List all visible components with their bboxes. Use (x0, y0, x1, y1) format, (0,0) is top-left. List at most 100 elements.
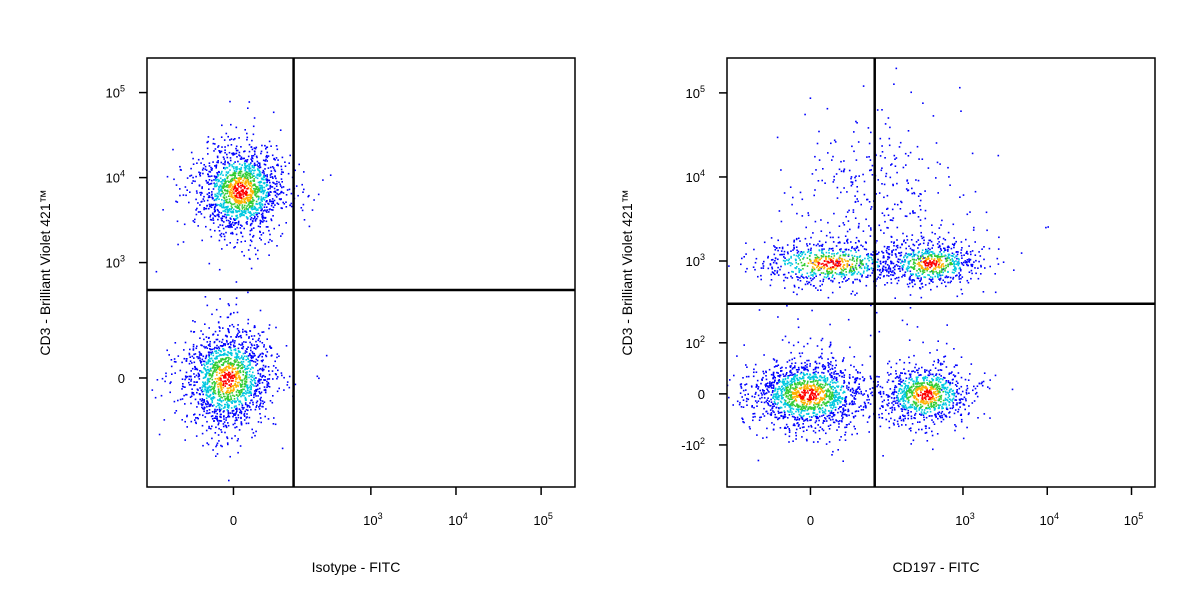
event-dot (890, 388, 892, 390)
event-dot (906, 324, 908, 326)
event-dot (812, 278, 814, 280)
event-dot (887, 405, 889, 407)
event-dot (231, 144, 233, 146)
event-dot (273, 207, 275, 209)
event-dot (219, 330, 221, 332)
event-dot (228, 425, 230, 427)
event-dot (252, 199, 254, 201)
event-dot (212, 197, 214, 199)
event-dot (785, 434, 787, 436)
event-dot (238, 390, 240, 392)
event-dot (728, 265, 730, 267)
event-dot (771, 374, 773, 376)
event-dot (767, 397, 769, 399)
event-dot (776, 263, 778, 265)
event-dot (753, 407, 755, 409)
event-dot (741, 396, 743, 398)
event-dot (236, 281, 238, 283)
event-dot (961, 289, 963, 291)
event-dot (244, 160, 246, 162)
event-dot (714, 260, 716, 262)
event-dot (957, 254, 959, 256)
event-dot (916, 241, 918, 243)
event-dot (196, 392, 198, 394)
event-dot (914, 371, 916, 373)
event-dot (233, 413, 235, 415)
tick-base: 10 (106, 256, 120, 271)
event-dot (243, 202, 245, 204)
event-dot (982, 385, 984, 387)
event-dot (196, 162, 198, 164)
event-dot (840, 161, 842, 163)
event-dot (821, 353, 823, 355)
event-dot (241, 361, 243, 363)
event-dot (851, 146, 853, 148)
event-dot (185, 186, 187, 188)
event-dot (791, 359, 793, 361)
event-dot (215, 417, 217, 419)
event-dot (241, 206, 243, 208)
event-dot (217, 352, 219, 354)
event-dot (790, 366, 792, 368)
event-dot (211, 236, 213, 238)
event-dot (809, 363, 811, 365)
event-dot (263, 173, 265, 175)
event-dot (830, 419, 832, 421)
event-dot (264, 168, 266, 170)
event-dot (235, 417, 237, 419)
event-dot (219, 230, 221, 232)
event-dot (243, 371, 245, 373)
event-dot (779, 376, 781, 378)
event-dot (866, 285, 868, 287)
event-dot (986, 212, 988, 214)
event-dot (817, 143, 819, 145)
event-dot (268, 242, 270, 244)
event-dot (973, 261, 975, 263)
event-dot (221, 212, 223, 214)
event-dot (240, 372, 242, 374)
event-dot (264, 206, 266, 208)
event-dot (224, 164, 226, 166)
event-dot (217, 378, 219, 380)
event-dot (198, 403, 200, 405)
event-dot (887, 195, 889, 197)
event-dot (248, 156, 250, 158)
event-dot (272, 166, 274, 168)
event-dot (870, 403, 872, 405)
event-dot (809, 365, 811, 367)
event-dot (966, 262, 968, 264)
event-dot (850, 181, 852, 183)
event-dot (890, 177, 892, 179)
event-dot (236, 359, 238, 361)
event-dot (890, 274, 892, 276)
event-dot (208, 378, 210, 380)
event-dot (258, 203, 260, 205)
event-dot (754, 396, 756, 398)
event-dot (857, 378, 859, 380)
event-dot (213, 143, 215, 145)
event-dot (224, 149, 226, 151)
event-dot (968, 405, 970, 407)
event-dot (223, 426, 225, 428)
event-dot (865, 390, 867, 392)
event-dot (961, 419, 963, 421)
event-dot (807, 283, 809, 285)
event-dot (776, 417, 778, 419)
event-dot (832, 419, 834, 421)
event-dot (918, 368, 920, 370)
event-dot (246, 207, 248, 209)
event-dot (178, 355, 180, 357)
event-dot (219, 399, 221, 401)
event-dot (206, 142, 208, 144)
event-dot (756, 434, 758, 436)
event-dot (189, 349, 191, 351)
tick-base: 10 (106, 86, 120, 101)
event-dot (224, 198, 226, 200)
event-dot (246, 188, 248, 190)
event-dot (244, 331, 246, 333)
event-dot (261, 369, 263, 371)
event-dot (903, 420, 905, 422)
event-dot (238, 376, 240, 378)
event-dot (929, 427, 931, 429)
event-dot (943, 361, 945, 363)
